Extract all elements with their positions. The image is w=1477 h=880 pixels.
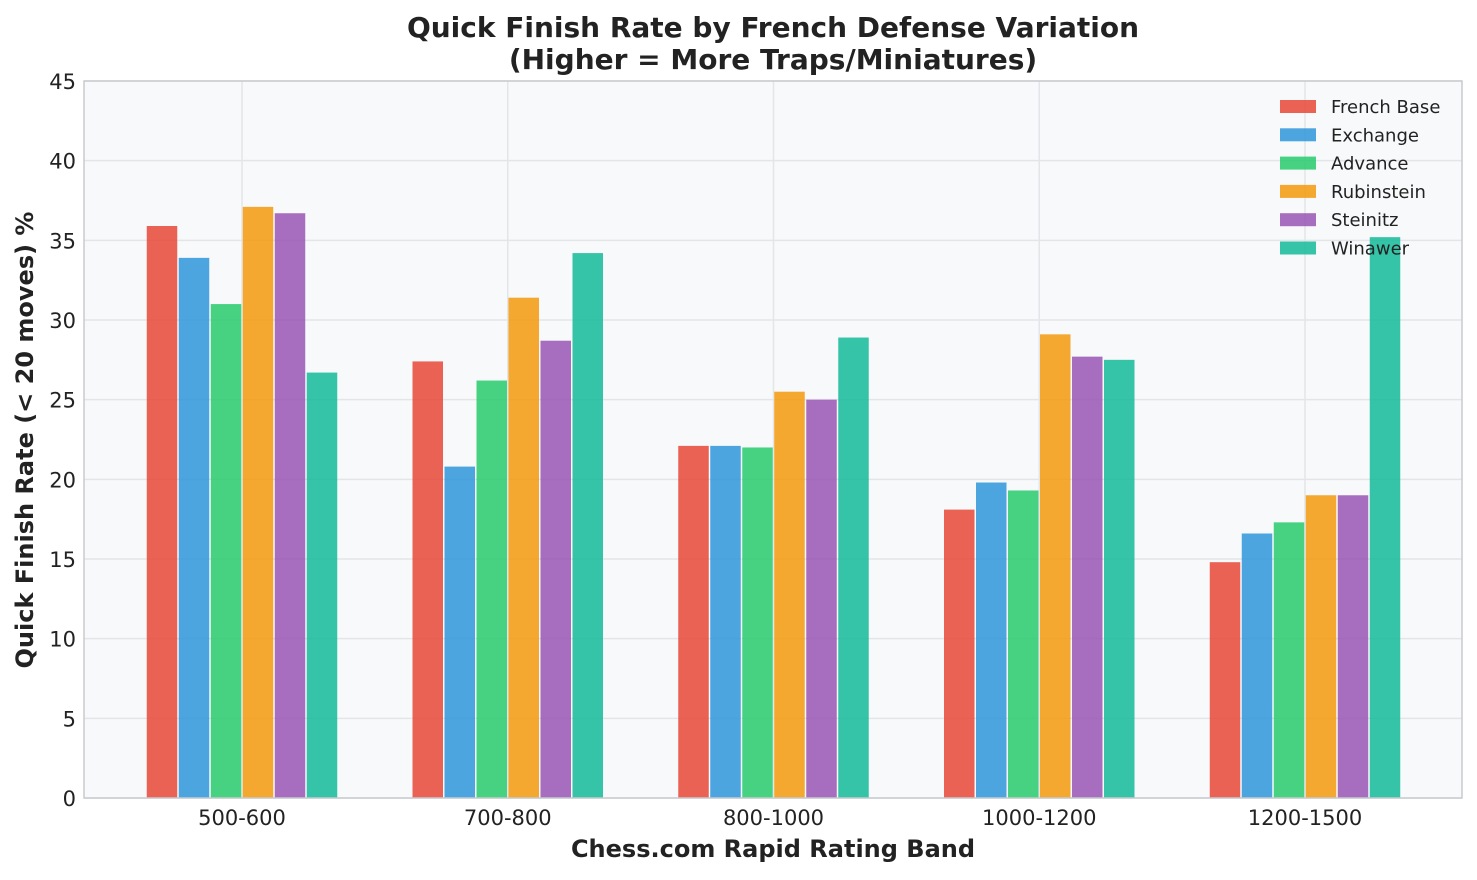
- bar-winawer-1000-1200: [1104, 359, 1135, 798]
- y-tick-label: 5: [63, 707, 76, 731]
- legend-label: Exchange: [1331, 125, 1419, 146]
- legend: French Base Exchange Advance Rubinstein Stei…: [1280, 97, 1440, 260]
- bar-advance-500-600: [210, 304, 242, 798]
- bar-winawer-800-1000: [838, 337, 869, 798]
- y-tick-label: 45: [49, 70, 76, 94]
- legend-label: Advance: [1331, 154, 1408, 175]
- x-tick-label: 800-1000: [723, 806, 824, 830]
- bar-french-base-800-1000: [678, 445, 709, 798]
- x-tick-label: 1200-1500: [1248, 806, 1362, 830]
- bar-exchange-800-1000: [710, 445, 741, 798]
- legend-swatch: [1280, 213, 1316, 227]
- bar-steinitz-800-1000: [806, 399, 837, 798]
- legend-label: Winawer: [1331, 239, 1410, 260]
- bar-steinitz-500-600: [274, 213, 306, 798]
- bar-winawer-1200-1500: [1369, 237, 1401, 798]
- x-tick-label: 500-600: [198, 806, 286, 830]
- bar-advance-700-800: [476, 380, 507, 798]
- legend-swatch: [1280, 100, 1316, 113]
- bar-french-base-500-600: [146, 225, 178, 798]
- legend-label: Rubinstein: [1331, 182, 1426, 203]
- y-tick-label: 35: [49, 229, 76, 253]
- bar-winawer-700-800: [572, 253, 603, 798]
- legend-swatch: [1280, 241, 1316, 255]
- y-tick-label: 0: [63, 787, 76, 811]
- x-tick-label: 1000-1200: [982, 806, 1096, 830]
- bar-french-base-700-800: [412, 361, 443, 798]
- bar-exchange-1200-1500: [1241, 533, 1273, 798]
- bar-advance-800-1000: [742, 447, 773, 798]
- bars: [146, 206, 1401, 798]
- legend-label: Steinitz: [1331, 210, 1398, 231]
- bar-winawer-500-600: [306, 372, 338, 798]
- y-tick-label: 10: [49, 628, 76, 652]
- y-axis-ticks: 0 5 10 15 20 25 30 35 40 45: [49, 70, 76, 811]
- bar-exchange-500-600: [178, 257, 210, 798]
- y-axis-label: Quick Finish Rate (< 20 moves) %: [11, 212, 39, 669]
- bar-steinitz-1200-1500: [1337, 495, 1369, 798]
- chart-title: Quick Finish Rate by French Defense Vari…: [407, 11, 1139, 44]
- bar-french-base-1200-1500: [1209, 562, 1241, 798]
- chart-subtitle: (Higher = More Traps/Miniatures): [509, 43, 1037, 76]
- legend-swatch: [1280, 184, 1316, 198]
- y-tick-label: 15: [49, 548, 76, 572]
- bar-exchange-700-800: [444, 466, 475, 798]
- bar-rubinstein-1000-1200: [1040, 334, 1071, 798]
- y-tick-label: 25: [49, 389, 76, 413]
- x-tick-label: 700-800: [464, 806, 552, 830]
- bar-rubinstein-700-800: [508, 297, 539, 798]
- y-tick-label: 40: [49, 150, 76, 174]
- plot-frame: [83, 80, 1463, 799]
- x-axis-ticks: 500-600 700-800 800-1000 1000-1200 1200-1500: [198, 806, 1362, 830]
- legend-swatch: [1280, 156, 1316, 170]
- x-axis-label: Chess.com Rapid Rating Band: [571, 835, 975, 863]
- bar-french-base-1000-1200: [944, 509, 975, 798]
- y-tick-label: 20: [49, 468, 76, 492]
- bar-advance-1200-1500: [1273, 522, 1305, 798]
- bar-exchange-1000-1200: [976, 482, 1007, 798]
- legend-label: French Base: [1331, 97, 1440, 118]
- bar-rubinstein-800-1000: [774, 391, 805, 798]
- bar-advance-1000-1200: [1008, 490, 1039, 798]
- bar-rubinstein-1200-1500: [1305, 495, 1337, 798]
- bar-steinitz-700-800: [540, 340, 571, 798]
- bar-rubinstein-500-600: [242, 206, 274, 798]
- legend-swatch: [1280, 128, 1316, 142]
- y-tick-label: 30: [49, 309, 76, 333]
- bar-steinitz-1000-1200: [1072, 356, 1103, 798]
